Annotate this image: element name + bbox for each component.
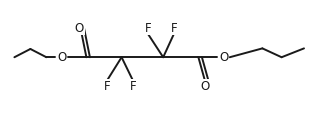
Text: F: F xyxy=(130,80,136,93)
Text: F: F xyxy=(104,80,110,93)
Text: O: O xyxy=(220,51,228,64)
Text: O: O xyxy=(57,51,66,64)
Text: O: O xyxy=(75,22,84,35)
Text: F: F xyxy=(171,22,177,35)
Text: F: F xyxy=(145,22,151,35)
Text: O: O xyxy=(200,80,209,93)
